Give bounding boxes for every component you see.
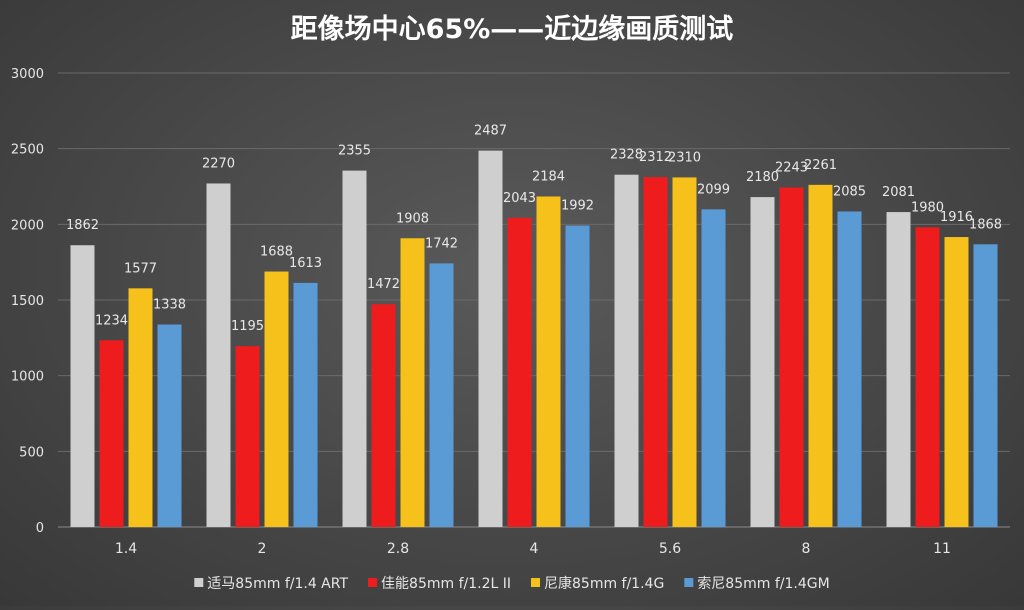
y-tick-label: 1500 xyxy=(11,294,44,309)
bar xyxy=(478,150,503,527)
legend-label: 索尼85mm f/1.4GM xyxy=(697,575,829,592)
data-label: 2085 xyxy=(833,184,866,199)
bar xyxy=(507,217,532,528)
y-tick-label: 1000 xyxy=(11,370,44,385)
y-axis-ticks: 0 500 1000 1500 2000 2500 3000 xyxy=(11,67,44,536)
data-label: 1868 xyxy=(969,217,1002,232)
data-label: 1862 xyxy=(66,218,99,233)
data-label: 2312 xyxy=(639,150,672,165)
legend-swatch xyxy=(531,578,541,587)
gridlines xyxy=(58,72,1010,528)
bar xyxy=(264,271,289,527)
bar xyxy=(973,244,998,527)
x-tick-label: 1.4 xyxy=(115,541,137,557)
data-label: 1577 xyxy=(124,261,157,276)
bar xyxy=(565,225,590,527)
data-label: 1338 xyxy=(153,298,186,313)
bar xyxy=(837,211,862,527)
bar xyxy=(614,174,639,528)
bar xyxy=(371,304,396,527)
data-label: 2184 xyxy=(532,169,565,184)
bar xyxy=(206,183,231,527)
data-label: 2243 xyxy=(775,161,808,176)
data-label: 2270 xyxy=(202,156,235,171)
bar xyxy=(400,238,425,528)
bar xyxy=(944,237,969,527)
data-label: 2081 xyxy=(882,185,915,200)
data-label: 2099 xyxy=(697,182,730,197)
legend-swatch xyxy=(684,578,694,587)
y-tick-label: 3000 xyxy=(11,67,44,82)
bar xyxy=(701,209,726,528)
data-label: 1992 xyxy=(561,199,594,214)
data-label: 1916 xyxy=(940,210,973,225)
legend-swatch xyxy=(194,578,204,587)
bar xyxy=(779,187,804,527)
data-label: 1472 xyxy=(367,277,400,292)
data-label: 2355 xyxy=(338,144,371,159)
x-tick-label: 4 xyxy=(530,541,539,557)
bar xyxy=(128,288,153,527)
data-label: 1195 xyxy=(231,319,264,334)
x-tick-label: 11 xyxy=(933,541,951,557)
bars xyxy=(70,150,998,528)
legend-label: 佳能85mm f/1.2L II xyxy=(381,576,511,592)
bar xyxy=(99,340,124,527)
legend: 适马85mm f/1.4 ART 佳能85mm f/1.2L II 尼康85mm f… xyxy=(194,575,830,592)
legend-swatch xyxy=(368,578,378,587)
data-label: 2328 xyxy=(610,148,643,163)
x-tick-label: 2.8 xyxy=(387,541,409,557)
bar xyxy=(536,196,561,527)
x-tick-label: 2 xyxy=(258,541,267,557)
x-tick-label: 8 xyxy=(802,541,811,557)
bar xyxy=(750,197,775,528)
data-label: 1980 xyxy=(911,200,944,215)
legend-label: 尼康85mm f/1.4G xyxy=(544,575,664,592)
bar xyxy=(293,282,318,527)
y-tick-label: 2000 xyxy=(11,218,44,233)
bar xyxy=(235,346,260,527)
bar xyxy=(808,184,833,527)
y-tick-label: 0 xyxy=(36,521,44,536)
chart-title: 距像场中心65%——近边缘画质测试 xyxy=(291,14,734,45)
data-label: 2487 xyxy=(474,124,507,139)
bar xyxy=(342,170,367,528)
bar xyxy=(672,177,697,528)
data-label: 2043 xyxy=(503,191,536,206)
data-label: 2180 xyxy=(746,170,779,185)
bar xyxy=(643,177,668,527)
legend-label: 适马85mm f/1.4 ART xyxy=(207,576,348,592)
bar xyxy=(915,227,940,528)
y-tick-label: 500 xyxy=(19,445,44,460)
data-label: 1688 xyxy=(260,245,293,260)
data-label: 1613 xyxy=(289,256,322,271)
data-label: 1234 xyxy=(95,313,128,328)
bar xyxy=(157,324,182,527)
data-label: 2261 xyxy=(804,158,837,173)
data-label: 1742 xyxy=(425,236,458,251)
bar xyxy=(429,263,454,527)
bar xyxy=(70,245,95,527)
data-label: 1908 xyxy=(396,211,429,226)
bar xyxy=(886,212,911,528)
y-tick-label: 2500 xyxy=(11,143,44,158)
data-label: 2310 xyxy=(668,150,701,165)
x-axis-ticks: 1.4 2 2.8 4 5.6 8 11 xyxy=(115,541,951,557)
x-tick-label: 5.6 xyxy=(659,541,681,557)
